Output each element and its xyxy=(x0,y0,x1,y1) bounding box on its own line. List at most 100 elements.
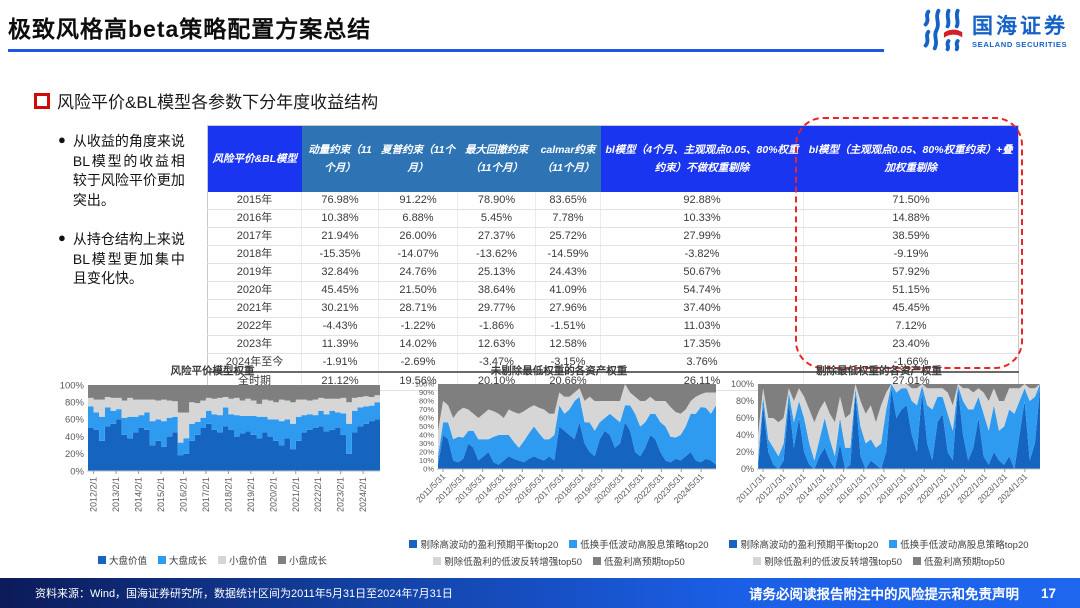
table-cell: 27.99% xyxy=(600,227,804,246)
table-cell: 6.88% xyxy=(378,209,458,228)
stacked-area-chart: 0%10%20%30%40%50%60%70%80%90%100%2011/5/… xyxy=(414,380,716,505)
svg-text:2019/2/1: 2019/2/1 xyxy=(246,477,256,512)
svg-text:50%: 50% xyxy=(419,422,434,431)
legend-label: 剔除高波动的盈利预期平衡top20 xyxy=(420,540,559,551)
svg-text:20%: 20% xyxy=(65,449,85,460)
table-cell: 14.02% xyxy=(378,335,458,354)
table-cell: 38.59% xyxy=(803,227,1019,246)
legend-swatch-icon xyxy=(278,556,287,564)
table-cell: 54.74% xyxy=(600,281,804,300)
table-cell: 83.65% xyxy=(535,192,601,210)
table-row: 2023年 11.39% 14.02% 12.63% 12.58% 17.35% 23.40… xyxy=(207,335,1019,354)
table-header-cell: 动量约束（11个月） xyxy=(301,125,379,192)
svg-text:0%: 0% xyxy=(741,464,754,474)
legend-item: 低换手低波动高股息策略top20 xyxy=(569,537,709,551)
chart-title: 风险平价模型权重 xyxy=(170,365,255,377)
table-cell: 2017年 xyxy=(207,227,302,246)
svg-text:60%: 60% xyxy=(65,415,85,426)
table-cell: -14.07% xyxy=(378,245,458,264)
svg-text:2018/2/1: 2018/2/1 xyxy=(223,477,233,512)
section-heading: 风险平价&BL模型各参数下分年度收益结构 xyxy=(34,88,378,113)
legend-label: 大盘成长 xyxy=(168,556,207,567)
table-cell: 2022年 xyxy=(207,317,302,336)
table-cell: 45.45% xyxy=(803,299,1019,318)
svg-text:10%: 10% xyxy=(419,456,434,465)
table-cell: -14.59% xyxy=(535,245,601,264)
legend-label: 剔除高波动的盈利预期平衡top20 xyxy=(740,540,879,551)
table-cell: 11.03% xyxy=(600,317,804,336)
legend-swatch-icon xyxy=(218,556,226,564)
legend-label: 小盘价值 xyxy=(229,556,268,567)
svg-text:60%: 60% xyxy=(736,413,754,423)
table-cell: 11.39% xyxy=(301,335,379,354)
table-header-cell: 夏普约束（11个月） xyxy=(378,125,458,192)
legend-item: 剔除高波动的盈利预期平衡top20 xyxy=(409,537,558,551)
svg-text:40%: 40% xyxy=(736,430,754,440)
table-cell: 12.58% xyxy=(535,335,601,354)
table-header-cell: bl模型（4个月、主观观点0.05、80%权重约束）不做权重剔除 xyxy=(600,125,804,192)
svg-text:2022/2/1: 2022/2/1 xyxy=(313,477,323,512)
stacked-area-chart: 0% 20% 40% 60% 80% 100% 2012/2/1 2013/2/1 2014/2… xyxy=(60,380,380,512)
table-cell: 17.35% xyxy=(600,335,804,354)
bullet-dot-icon: ● xyxy=(58,230,66,245)
table-cell: 2024年至今 xyxy=(207,353,302,373)
table-cell: 50.67% xyxy=(600,263,804,282)
svg-text:2017/2/1: 2017/2/1 xyxy=(201,477,211,512)
table-cell: 25.72% xyxy=(535,227,601,246)
table-row: 2017年 21.94% 26.00% 27.37% 25.72% 27.99% 38.59… xyxy=(207,227,1019,246)
svg-text:100%: 100% xyxy=(415,380,435,389)
table-cell: -9.19% xyxy=(803,245,1019,264)
chart-legend: 剔除高波动的盈利预期平衡top20 低换手低波动高股息策略top20 剔除低盈利的低… xyxy=(714,537,1044,568)
legend-label: 低换手低波动高股息策略top20 xyxy=(580,540,709,551)
table-cell: -1.86% xyxy=(457,317,536,336)
table-cell: 2020年 xyxy=(207,281,302,300)
legend-item: 大盘价值 xyxy=(97,553,147,567)
table-cell: 30.21% xyxy=(301,299,379,318)
table-cell: 21.94% xyxy=(301,227,379,246)
svg-text:80%: 80% xyxy=(419,397,434,406)
legend-swatch-icon xyxy=(593,557,601,565)
legend-item: 剔除低盈利的低波反转增强top50 xyxy=(433,554,582,568)
svg-text:2020/2/1: 2020/2/1 xyxy=(268,477,278,512)
footer-bar: 资料来源：Wind，国海证券研究所，数据统计区间为2011年5月31日至2024… xyxy=(0,578,1080,608)
table-cell: -13.62% xyxy=(457,245,536,264)
svg-text:30%: 30% xyxy=(419,439,434,448)
table-cell: 14.88% xyxy=(803,209,1019,228)
legend-item: 低盈利高预期top50 xyxy=(593,554,685,568)
svg-text:2024/2/1: 2024/2/1 xyxy=(358,477,368,512)
chart-title: 剔除最低权重的各资产权重 xyxy=(816,365,942,377)
table-cell: 92.88% xyxy=(600,192,804,210)
svg-text:100%: 100% xyxy=(60,380,85,391)
table-cell: 57.92% xyxy=(803,263,1019,282)
table-cell: 10.33% xyxy=(600,209,804,228)
sealand-logo-icon xyxy=(921,8,965,57)
table-header-cell: calmar约束（11个月） xyxy=(535,125,601,192)
table-cell: -4.43% xyxy=(301,317,379,336)
table-cell: -15.35% xyxy=(301,245,379,264)
svg-text:20%: 20% xyxy=(419,448,434,457)
table-cell: 24.76% xyxy=(378,263,458,282)
svg-text:2014/2/1: 2014/2/1 xyxy=(134,477,144,512)
table-row: 2016年 10.38% 6.88% 5.45% 7.78% 10.33% 14.88% xyxy=(207,209,1019,228)
legend-label: 低盈利高预期top50 xyxy=(924,557,1005,568)
note-text: 从收益的角度来说BL模型的收益相较于风险平价更加突出。 xyxy=(72,133,185,208)
table-cell: 28.71% xyxy=(378,299,458,318)
table-cell: 2021年 xyxy=(207,299,302,318)
table-cell: 91.22% xyxy=(378,192,458,210)
notes-list: ● 从收益的角度来说BL模型的收益相较于风险平价更加突出。 ● 从持仓结构上来说… xyxy=(58,132,204,309)
table-row: 2024年至今 -1.91% -2.69% -3.47% -3.15% 3.76% -1.6… xyxy=(207,353,1019,373)
table-cell: 29.77% xyxy=(457,299,536,318)
table-cell: 26.00% xyxy=(378,227,458,246)
table-row: 2020年 45.45% 21.50% 38.64% 41.09% 54.74% 51.15… xyxy=(207,281,1019,300)
table-cell: 23.40% xyxy=(803,335,1019,354)
table-cell: 2019年 xyxy=(207,263,302,282)
page-title: 极致风格高beta策略配置方案总结 xyxy=(8,16,372,42)
section-title: 风险平价&BL模型各参数下分年度收益结构 xyxy=(57,93,379,112)
legend-swatch-icon xyxy=(409,540,418,548)
table-row: 2019年 32.84% 24.76% 25.13% 24.43% 50.67% 57.92… xyxy=(207,263,1019,282)
legend-label: 剔除低盈利的低波反转增强top50 xyxy=(764,557,902,568)
table-cell: -1.22% xyxy=(378,317,458,336)
svg-text:2013/2/1: 2013/2/1 xyxy=(111,477,121,512)
section-bullet-icon xyxy=(34,92,50,109)
